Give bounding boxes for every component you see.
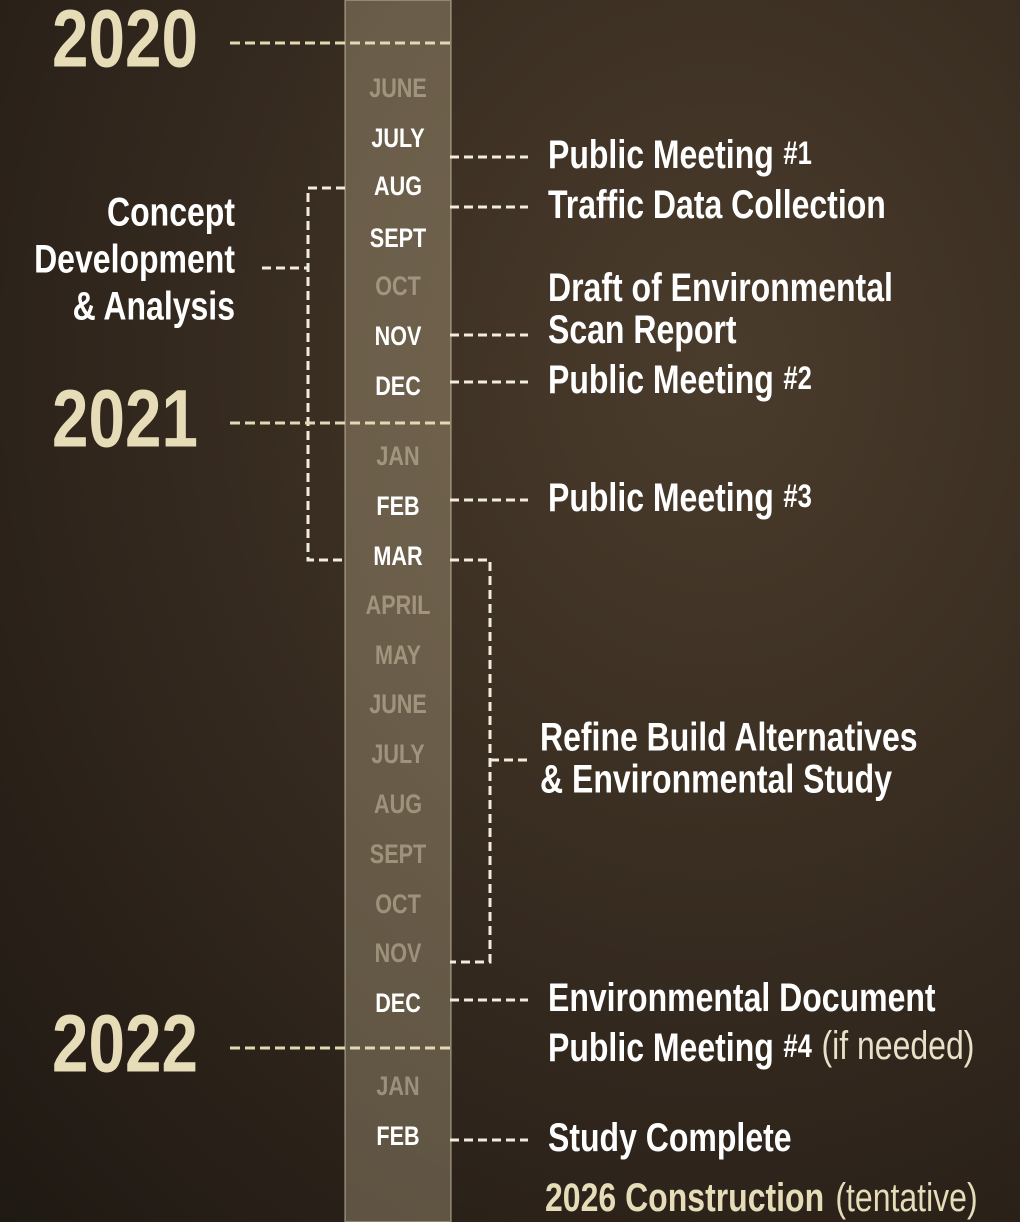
event-text: Scan Report [548, 306, 736, 351]
year-label: 2022 [52, 998, 198, 1090]
event-number: #4 [783, 1029, 811, 1064]
event-note: (if needed) [821, 1022, 974, 1067]
phase-bracket-right [450, 560, 530, 962]
month-label: AUG [374, 790, 422, 820]
month-label: MAY [375, 641, 421, 671]
event-label: Public Meeting #4 (if needed) [548, 1022, 974, 1069]
phase-label: Development [34, 236, 235, 281]
month-label: SEPT [370, 224, 426, 254]
month-label: FEB [376, 1122, 419, 1152]
event-number: #1 [783, 136, 811, 171]
month-label: OCT [375, 890, 421, 920]
page-body: {"years": ["2020", "2021", "2022"], "mon… [0, 0, 1020, 1222]
event-label: Public Meeting #2 [548, 356, 812, 401]
phase-label: & Environmental Study [540, 756, 892, 801]
month-label: JULY [371, 740, 424, 770]
event-label: Public Meeting #1 [548, 131, 812, 176]
phase-bracket-left [262, 188, 345, 560]
phase-label: & Analysis [73, 283, 235, 328]
footer-note: (tentative) [835, 1174, 977, 1219]
month-label: NOV [375, 322, 422, 352]
event-label: Study Complete [548, 1114, 792, 1159]
event-number: #2 [783, 361, 811, 396]
event-label: Public Meeting #3 [548, 474, 812, 519]
month-label: JUNE [369, 74, 427, 104]
footer-text: 2026 Construction [545, 1174, 824, 1219]
event-label: Draft of Environmental [548, 264, 893, 309]
event-label: Environmental Document [548, 974, 936, 1019]
month-label: AUG [374, 172, 422, 202]
month-label: FEB [376, 492, 419, 522]
month-label: DEC [375, 372, 421, 402]
event-text: Public Meeting [548, 474, 774, 519]
event-text: Draft of Environmental [548, 264, 893, 309]
month-label: MAR [373, 542, 422, 572]
phase-label: Concept [107, 189, 235, 234]
event-text: Traffic Data Collection [548, 181, 886, 226]
phase-label: Refine Build Alternatives [540, 714, 918, 759]
month-label: SEPT [370, 840, 426, 870]
month-label: JUNE [369, 690, 427, 720]
year-label: 2020 [52, 0, 198, 84]
event-text: Public Meeting [548, 1024, 774, 1069]
month-label: JAN [376, 442, 419, 472]
month-label: NOV [375, 939, 422, 969]
event-text: Environmental Document [548, 974, 936, 1019]
event-label: Traffic Data Collection [548, 181, 886, 226]
event-text: Public Meeting [548, 131, 774, 176]
footer-label: 2026 Construction(tentative) [545, 1174, 978, 1219]
page: Study Timeline html, body { margin: 0; p… [0, 0, 1020, 1222]
month-label: APRIL [366, 591, 431, 621]
month-label: JAN [376, 1072, 419, 1102]
month-label: OCT [375, 272, 421, 302]
event-number: #3 [783, 479, 811, 514]
year-label: 2021 [52, 373, 198, 465]
month-label: JULY [371, 124, 424, 154]
month-label: DEC [375, 989, 421, 1019]
timeline: 2020 2021 2022 JUNE JULY AUG SEPT OCT NOV DEC JAN F… [0, 0, 1020, 1222]
event-text: Study Complete [548, 1114, 792, 1159]
event-label: Scan Report [548, 306, 736, 351]
event-text: Public Meeting [548, 356, 774, 401]
